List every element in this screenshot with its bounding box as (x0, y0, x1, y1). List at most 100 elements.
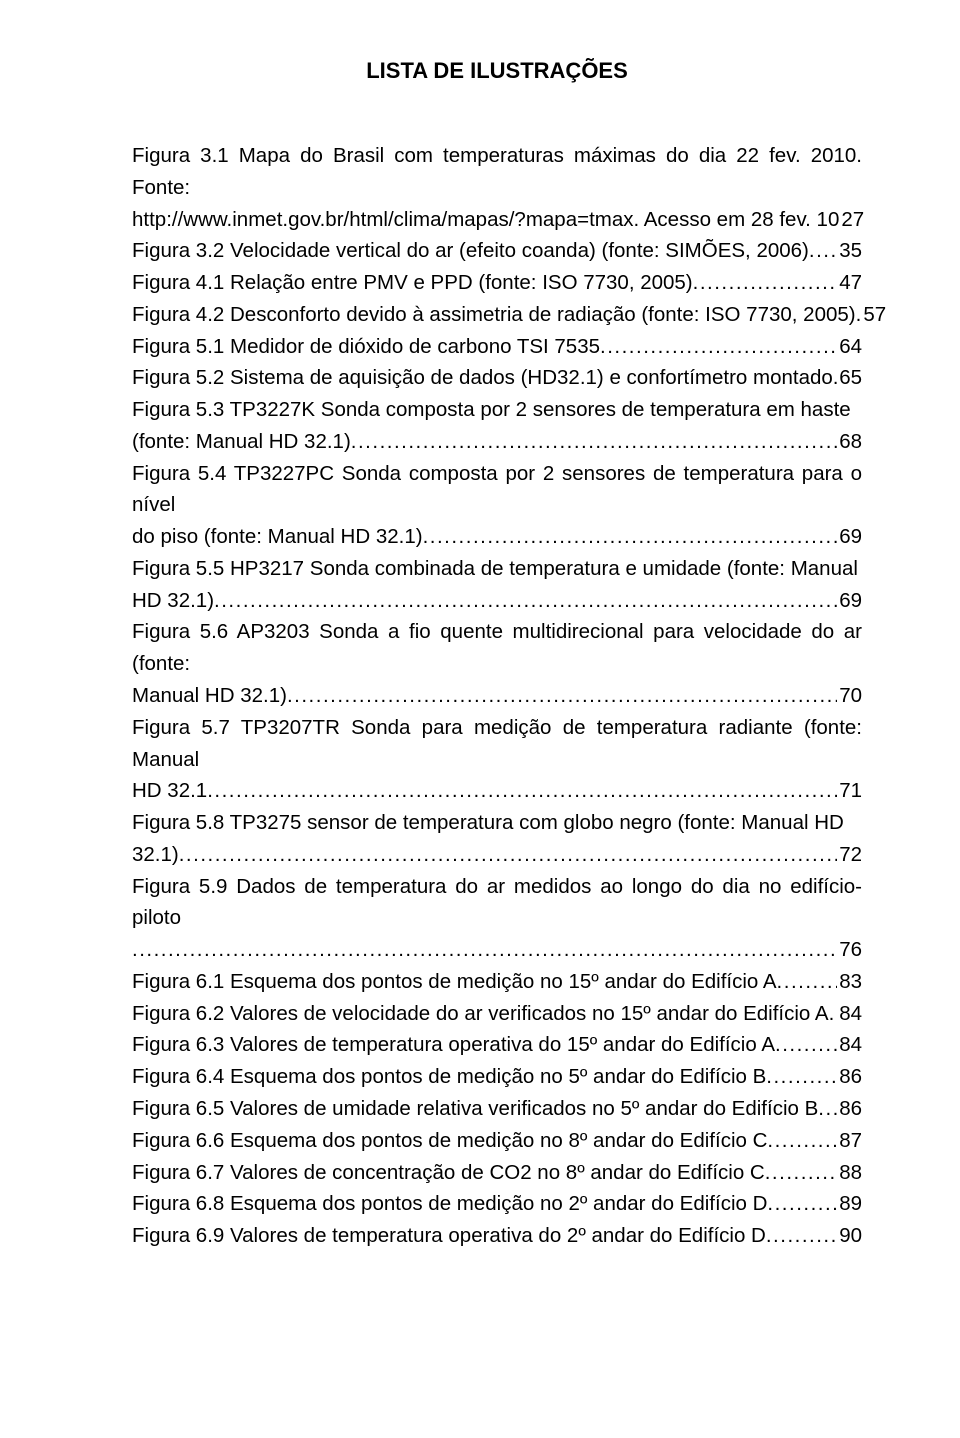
entry-lead-text: HD 32.1 (132, 775, 207, 807)
list-item: Figura 5.8 TP3275 sensor de temperatura … (132, 807, 862, 871)
page-number: 72 (837, 839, 862, 871)
page-number: 86 (837, 1093, 862, 1125)
leader-dots (777, 966, 838, 998)
entry-text: Figura 5.5 HP3217 Sonda combinada de tem… (132, 553, 862, 585)
page-number: 89 (837, 1188, 862, 1220)
page-number: 70 (837, 680, 862, 712)
leader-dots (809, 235, 837, 267)
entry-lead-text: Figura 6.1 Esquema dos pontos de medição… (132, 966, 777, 998)
leader-dots (132, 934, 837, 966)
entry-lastline: Figura 6.6 Esquema dos pontos de medição… (132, 1125, 862, 1157)
page-number: 69 (837, 585, 862, 617)
leader-dots (179, 839, 837, 871)
leader-dots (775, 1029, 837, 1061)
page-number: 35 (837, 235, 862, 267)
page-number: 83 (837, 966, 862, 998)
list-item: Figura 6.6 Esquema dos pontos de medição… (132, 1125, 862, 1157)
entry-lead-text: 32.1) (132, 839, 179, 871)
entry-lead-text: HD 32.1) (132, 585, 214, 617)
entry-text: Figura 5.9 Dados de temperatura do ar me… (132, 871, 862, 935)
list-item: Figura 3.1 Mapa do Brasil com temperatur… (132, 140, 862, 235)
list-item: Figura 6.9 Valores de temperatura operat… (132, 1220, 862, 1252)
entry-lastline: Figura 5.2 Sistema de aquisição de dados… (132, 362, 862, 394)
page-title: LISTA DE ILUSTRAÇÕES (132, 58, 862, 84)
leader-dots (351, 426, 837, 458)
list-item: Figura 5.7 TP3207TR Sonda para medição d… (132, 712, 862, 807)
page-number: 87 (837, 1125, 862, 1157)
entry-lastline: HD 32.1) 69 (132, 585, 862, 617)
entry-lead-text: Figura 4.1 Relação entre PMV e PPD (font… (132, 267, 693, 299)
entry-lead-text: Figura 6.9 Valores de temperatura operat… (132, 1220, 766, 1252)
page-number: 76 (837, 934, 862, 966)
leader-dots (214, 585, 837, 617)
illustrations-list: Figura 3.1 Mapa do Brasil com temperatur… (132, 140, 862, 1252)
list-item: Figura 6.4 Esquema dos pontos de medição… (132, 1061, 862, 1093)
entry-lead-text: Figura 4.2 Desconforto devido à assimetr… (132, 299, 861, 331)
page-number: 64 (837, 331, 862, 363)
entry-lead-text: Manual HD 32.1) (132, 680, 287, 712)
leader-dots (207, 775, 837, 807)
leader-dots (818, 1093, 837, 1125)
entry-lastline: 76 (132, 934, 862, 966)
list-item: Figura 6.1 Esquema dos pontos de medição… (132, 966, 862, 998)
entry-lastline: do piso (fonte: Manual HD 32.1)69 (132, 521, 862, 553)
entry-lastline: Figura 6.5 Valores de umidade relativa v… (132, 1093, 862, 1125)
list-item: Figura 5.2 Sistema de aquisição de dados… (132, 362, 862, 394)
leader-dots (766, 1061, 837, 1093)
list-item: Figura 5.5 HP3217 Sonda combinada de tem… (132, 553, 862, 617)
entry-lastline: Figura 6.4 Esquema dos pontos de medição… (132, 1061, 862, 1093)
entry-text: Figura 5.6 AP3203 Sonda a fio quente mul… (132, 616, 862, 680)
list-item: Figura 5.6 AP3203 Sonda a fio quente mul… (132, 616, 862, 711)
page-number: 65 (837, 362, 862, 394)
list-item: Figura 4.2 Desconforto devido à assimetr… (132, 299, 862, 331)
entry-lastline: Figura 4.1 Relação entre PMV e PPD (font… (132, 267, 862, 299)
list-item: Figura 6.8 Esquema dos pontos de medição… (132, 1188, 862, 1220)
page-number: 68 (837, 426, 862, 458)
entry-lead-text: Figura 6.4 Esquema dos pontos de medição… (132, 1061, 766, 1093)
entry-lastline: Figura 6.8 Esquema dos pontos de medição… (132, 1188, 862, 1220)
page-number: 27 (839, 204, 864, 236)
page-number: 57 (861, 299, 886, 331)
entry-lastline: Figura 6.9 Valores de temperatura operat… (132, 1220, 862, 1252)
list-item: Figura 5.9 Dados de temperatura do ar me… (132, 871, 862, 966)
entry-lead-text: Figura 6.8 Esquema dos pontos de medição… (132, 1188, 767, 1220)
page-number: 88 (837, 1157, 862, 1189)
list-item: Figura 6.3 Valores de temperatura operat… (132, 1029, 862, 1061)
entry-text: Figura 3.1 Mapa do Brasil com temperatur… (132, 140, 862, 204)
list-item: Figura 6.2 Valores de velocidade do ar v… (132, 998, 862, 1030)
list-item: Figura 5.4 TP3227PC Sonda composta por 2… (132, 458, 862, 553)
entry-lead-text: Figura 5.2 Sistema de aquisição de dados… (132, 362, 833, 394)
entry-text: Figura 5.4 TP3227PC Sonda composta por 2… (132, 458, 862, 522)
entry-lastline: 32.1) 72 (132, 839, 862, 871)
leader-dots (767, 1125, 837, 1157)
entry-lastline: Figura 5.1 Medidor de dióxido de carbono… (132, 331, 862, 363)
leader-dots (287, 680, 837, 712)
list-item: Figura 4.1 Relação entre PMV e PPD (font… (132, 267, 862, 299)
page-number: 69 (837, 521, 862, 553)
entry-lastline: Figura 3.2 Velocidade vertical do ar (ef… (132, 235, 862, 267)
entry-lastline: Figura 4.2 Desconforto devido à assimetr… (132, 299, 862, 331)
leader-dots (765, 1157, 837, 1189)
entry-text: Figura 5.7 TP3207TR Sonda para medição d… (132, 712, 862, 776)
entry-lead-text: (fonte: Manual HD 32.1) (132, 426, 351, 458)
entry-lead-text: Figura 6.3 Valores de temperatura operat… (132, 1029, 775, 1061)
entry-text: Figura 5.3 TP3227K Sonda composta por 2 … (132, 394, 862, 426)
leader-dots (423, 521, 838, 553)
page-number: 90 (837, 1220, 862, 1252)
entry-lead-text: http://www.inmet.gov.br/html/clima/mapas… (132, 204, 839, 236)
page-number: 84 (837, 998, 862, 1030)
page-number: 47 (837, 267, 862, 299)
entry-lead-text: Figura 6.6 Esquema dos pontos de medição… (132, 1125, 767, 1157)
entry-lastline: http://www.inmet.gov.br/html/clima/mapas… (132, 204, 862, 236)
entry-lastline: Manual HD 32.1) 70 (132, 680, 862, 712)
entry-lead-text: Figura 6.5 Valores de umidade relativa v… (132, 1093, 818, 1125)
page-number: 71 (837, 775, 862, 807)
list-item: Figura 5.3 TP3227K Sonda composta por 2 … (132, 394, 862, 458)
page-number: 86 (837, 1061, 862, 1093)
entry-lastline: HD 32.1 71 (132, 775, 862, 807)
leader-dots (600, 331, 837, 363)
entry-lastline: (fonte: Manual HD 32.1) 68 (132, 426, 862, 458)
entry-lastline: Figura 6.2 Valores de velocidade do ar v… (132, 998, 862, 1030)
page-number: 84 (837, 1029, 862, 1061)
entry-lead-text: Figura 6.7 Valores de concentração de CO… (132, 1157, 765, 1189)
